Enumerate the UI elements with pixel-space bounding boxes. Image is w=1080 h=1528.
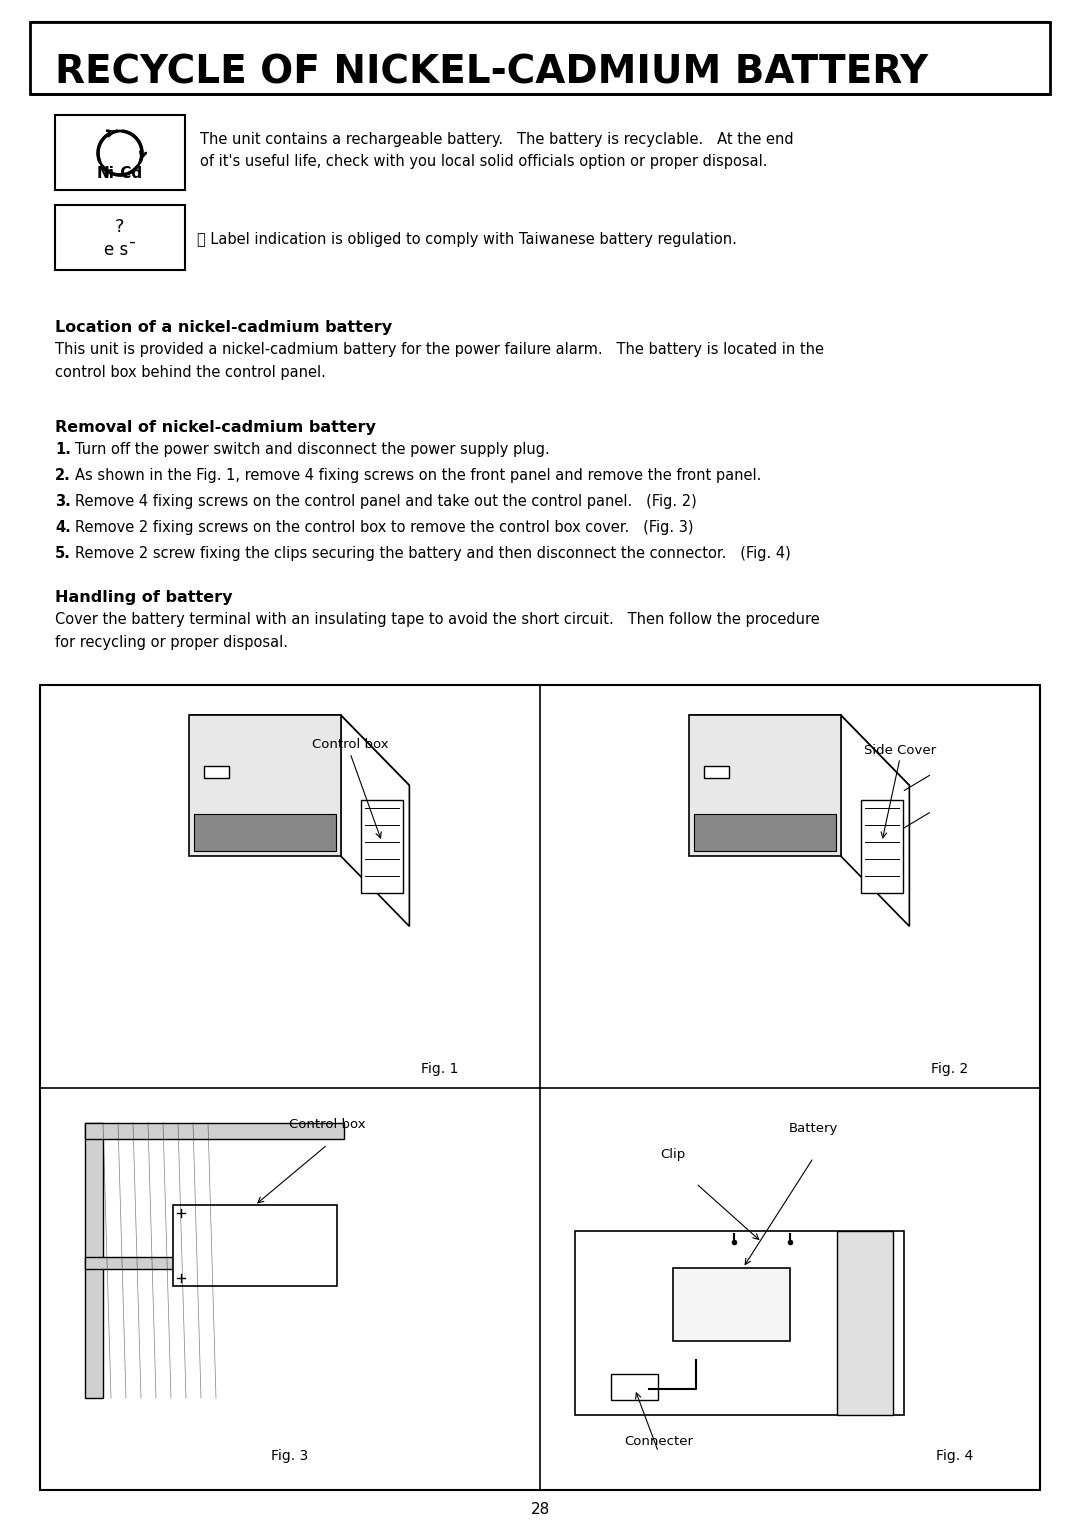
Bar — [55, 115, 185, 189]
Text: Removal of nickel-cadmium battery: Removal of nickel-cadmium battery — [55, 420, 376, 435]
Bar — [194, 813, 336, 851]
Text: ?: ? — [116, 219, 125, 235]
Bar — [173, 1206, 337, 1287]
Text: As shown in the Fig. 1, remove 4 fixing screws on the front panel and remove the: As shown in the Fig. 1, remove 4 fixing … — [75, 468, 761, 483]
Bar — [704, 766, 729, 778]
Bar — [85, 1123, 103, 1398]
Text: Clip: Clip — [660, 1148, 685, 1161]
Text: Connecter: Connecter — [624, 1435, 693, 1449]
Text: Remove 2 screw fixing the clips securing the battery and then disconnect the con: Remove 2 screw fixing the clips securing… — [75, 545, 791, 561]
Text: Turn off the power switch and disconnect the power supply plug.: Turn off the power switch and disconnect… — [75, 442, 550, 457]
Bar — [694, 813, 836, 851]
Text: RECYCLE OF NICKEL-CADMIUM BATTERY: RECYCLE OF NICKEL-CADMIUM BATTERY — [55, 53, 928, 92]
Polygon shape — [689, 715, 909, 785]
Text: Battery: Battery — [788, 1122, 838, 1135]
Text: 4.: 4. — [55, 520, 71, 535]
Polygon shape — [689, 715, 840, 856]
Text: Fig. 4: Fig. 4 — [936, 1449, 973, 1462]
Text: This unit is provided a nickel-cadmium battery for the power failure alarm.   Th: This unit is provided a nickel-cadmium b… — [55, 342, 824, 380]
Bar — [673, 1268, 789, 1342]
Polygon shape — [840, 715, 909, 926]
Bar — [85, 1123, 343, 1138]
Bar — [55, 205, 185, 270]
Text: e s¯: e s¯ — [104, 241, 136, 260]
Text: Control box: Control box — [289, 1117, 366, 1131]
Text: Control box: Control box — [312, 738, 389, 752]
Bar — [30, 21, 1050, 95]
Text: Handling of battery: Handling of battery — [55, 590, 232, 605]
Text: Fig. 1: Fig. 1 — [421, 1062, 459, 1077]
Text: Cover the battery terminal with an insulating tape to avoid the short circuit.  : Cover the battery terminal with an insul… — [55, 613, 820, 651]
Bar — [861, 799, 903, 892]
Bar — [611, 1375, 659, 1400]
Text: 2.: 2. — [55, 468, 71, 483]
Bar — [204, 766, 229, 778]
Polygon shape — [189, 715, 340, 856]
Text: 1.: 1. — [55, 442, 71, 457]
Bar — [361, 799, 403, 892]
Bar — [837, 1232, 893, 1415]
Polygon shape — [340, 715, 409, 926]
Text: Remove 4 fixing screws on the control panel and take out the control panel.   (F: Remove 4 fixing screws on the control pa… — [75, 494, 697, 509]
Bar — [575, 1232, 904, 1415]
Text: 28: 28 — [530, 1502, 550, 1517]
Text: Fig. 3: Fig. 3 — [271, 1449, 309, 1462]
Text: 。 Label indication is obliged to comply with Taiwanese battery regulation.: 。 Label indication is obliged to comply … — [197, 232, 737, 248]
Text: Side Cover: Side Cover — [864, 744, 936, 756]
Text: Remove 2 fixing screws on the control box to remove the control box cover.   (Fi: Remove 2 fixing screws on the control bo… — [75, 520, 693, 535]
Text: Fig. 2: Fig. 2 — [931, 1062, 969, 1077]
Text: Location of a nickel-cadmium battery: Location of a nickel-cadmium battery — [55, 319, 392, 335]
Polygon shape — [189, 715, 409, 785]
Text: 3.: 3. — [55, 494, 71, 509]
Text: 5.: 5. — [55, 545, 71, 561]
Bar — [40, 685, 1040, 1490]
Bar — [85, 1258, 273, 1268]
Text: Ni-Cd: Ni-Cd — [97, 165, 143, 180]
Text: The unit contains a rechargeable battery.   The battery is recyclable.   At the : The unit contains a rechargeable battery… — [200, 131, 794, 170]
